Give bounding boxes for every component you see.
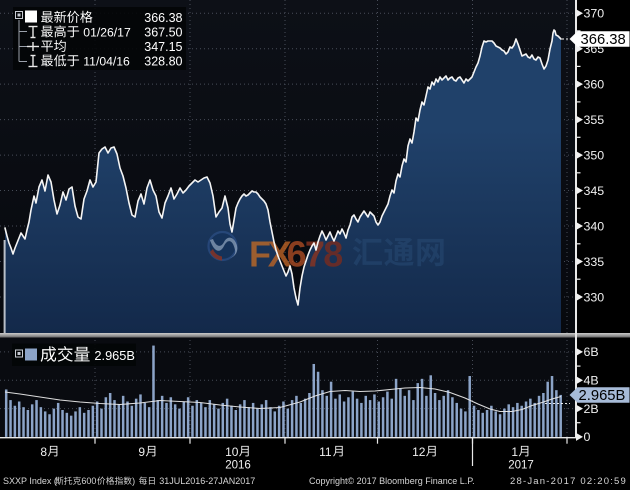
svg-text:6B: 6B (584, 345, 599, 359)
svg-text:6: 6 (287, 234, 307, 275)
svg-text:366.38: 366.38 (144, 11, 182, 25)
svg-text:7: 7 (305, 234, 325, 275)
svg-text:2016: 2016 (225, 460, 251, 472)
svg-text:28-Jan-2017 02:20:59: 28-Jan-2017 02:20:59 (510, 476, 627, 487)
svg-text:9: 9 (138, 445, 145, 459)
svg-text:2017: 2017 (508, 460, 534, 472)
svg-text:328.80: 328.80 (144, 54, 182, 68)
svg-text:01/26/17: 01/26/17 (83, 25, 131, 39)
svg-text:335: 335 (584, 255, 605, 269)
svg-text:366.38: 366.38 (581, 32, 626, 48)
svg-text:2.965B: 2.965B (579, 388, 626, 404)
svg-text:1: 1 (511, 445, 518, 459)
svg-text:Copyright© 2017 Bloomberg Fina: Copyright© 2017 Bloomberg Finance L.P. (309, 476, 475, 486)
svg-text:347.15: 347.15 (144, 40, 182, 54)
svg-text:360: 360 (584, 77, 605, 91)
svg-text:8: 8 (323, 234, 343, 275)
svg-text:8: 8 (40, 445, 47, 459)
svg-text:2.965B: 2.965B (94, 348, 135, 363)
svg-text:355: 355 (584, 113, 605, 127)
svg-text:330: 330 (584, 290, 605, 304)
svg-text:10: 10 (225, 445, 239, 459)
svg-text:0: 0 (584, 430, 591, 444)
svg-text:4B: 4B (584, 374, 599, 388)
svg-text:340: 340 (584, 219, 605, 233)
svg-text:F: F (249, 234, 271, 275)
svg-text:2B: 2B (584, 402, 599, 416)
svg-text:350: 350 (584, 148, 605, 162)
svg-text:X: X (268, 234, 292, 275)
svg-text:370: 370 (584, 7, 605, 21)
svg-text:345: 345 (584, 184, 605, 198)
svg-text:31JUL2016-27JAN2017: 31JUL2016-27JAN2017 (159, 476, 255, 486)
svg-text:367.50: 367.50 (144, 25, 182, 39)
svg-text:600: 600 (81, 476, 96, 486)
svg-text:11: 11 (319, 445, 332, 459)
svg-text:): ) (132, 476, 135, 486)
svg-text:11/04/16: 11/04/16 (83, 54, 130, 68)
svg-text:SXXP Index (: SXXP Index ( (3, 476, 57, 486)
svg-text:12: 12 (412, 445, 426, 459)
